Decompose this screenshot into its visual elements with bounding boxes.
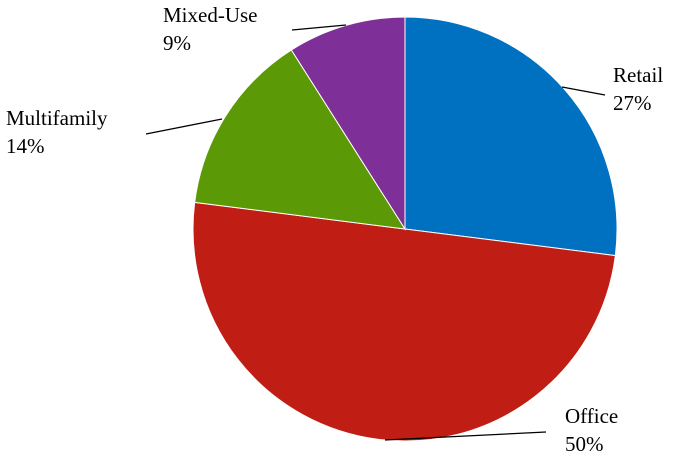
leader-line-office bbox=[384, 431, 547, 441]
slice-value-label: 50% bbox=[565, 432, 604, 456]
pie-slice-multifamily bbox=[194, 49, 406, 230]
pie-slice-retail bbox=[404, 16, 618, 257]
leader-line-multifamily bbox=[145, 118, 223, 135]
slice-label-multifamily: Multifamily 14% bbox=[6, 106, 108, 158]
leader-line-mixed-use bbox=[291, 24, 347, 31]
slice-category-label: Office bbox=[565, 404, 618, 428]
slice-labels: Retail 27% Office 50% Multifamily 14% Mixed-Us… bbox=[6, 3, 663, 456]
pie-slice-office bbox=[192, 201, 616, 442]
slice-label-office: Office 50% bbox=[565, 404, 618, 456]
slice-label-mixed-use: Mixed-Use 9% bbox=[163, 3, 257, 55]
slice-category-label: Retail bbox=[613, 63, 663, 87]
slice-category-label: Multifamily bbox=[6, 106, 108, 130]
slice-value-label: 27% bbox=[613, 91, 652, 115]
slice-label-retail: Retail 27% bbox=[613, 63, 663, 115]
slice-category-label: Mixed-Use bbox=[163, 3, 257, 27]
pie-slices bbox=[192, 16, 618, 442]
slice-value-label: 14% bbox=[6, 134, 45, 158]
slice-value-label: 9% bbox=[163, 31, 191, 55]
leader-line-retail bbox=[561, 86, 606, 96]
leader-lines bbox=[145, 24, 606, 441]
